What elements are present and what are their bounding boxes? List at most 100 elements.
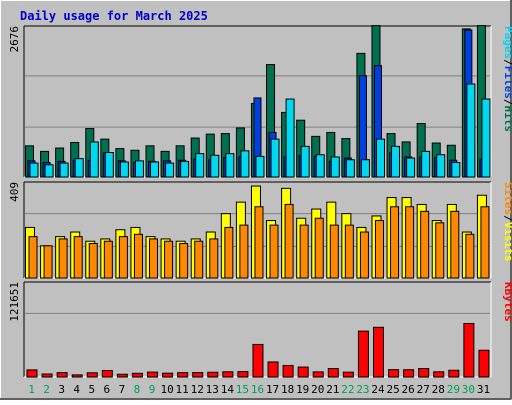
- pages-bar-day-29: [451, 162, 461, 178]
- kbytes-ymax-label: 121651: [8, 282, 21, 322]
- day-label-15: 15: [236, 383, 249, 396]
- visits-legend-part-0: Sites: [502, 182, 512, 215]
- pages-bar-day-26: [406, 157, 416, 178]
- sites-bar-day-19: [299, 224, 309, 279]
- kbytes-bar-day-3: [56, 372, 68, 378]
- kbytes-bar-day-5: [86, 372, 98, 378]
- kbytes-bar-day-4: [71, 374, 83, 378]
- sites-bar-day-9: [149, 238, 159, 279]
- kbytes-bar-day-26: [403, 369, 415, 378]
- pages-bar-day-20: [315, 154, 325, 178]
- pages-bar-day-24: [375, 138, 385, 178]
- pages-bar-day-30: [466, 83, 476, 178]
- kbytes-bar-day-2: [41, 373, 53, 378]
- sites-bar-day-24: [374, 220, 384, 279]
- day-label-7: 7: [119, 383, 126, 396]
- pages-bar-day-12: [195, 153, 205, 178]
- day-label-11: 11: [176, 383, 189, 396]
- pages-bar-day-27: [421, 150, 431, 178]
- hits-legend: Pages/Files/Hits: [502, 26, 512, 132]
- visits-ymax-label: 409: [8, 182, 21, 202]
- kbytes-bar-day-7: [116, 373, 128, 378]
- kbytes-bar-day-29: [448, 369, 460, 378]
- sites-bar-day-16: [254, 206, 264, 279]
- day-label-5: 5: [88, 383, 95, 396]
- kbytes-legend: KBytes: [502, 282, 512, 322]
- hits-legend-part-2: Files: [502, 66, 512, 99]
- kbytes-bar-day-14: [222, 371, 234, 378]
- kbytes-bar-day-24: [372, 326, 384, 378]
- pages-bar-day-25: [391, 145, 401, 178]
- day-label-2: 2: [43, 383, 50, 396]
- day-label-17: 17: [266, 383, 279, 396]
- hits-legend-part-3: /: [502, 99, 512, 106]
- day-label-9: 9: [149, 383, 156, 396]
- day-label-3: 3: [58, 383, 65, 396]
- pages-bar-day-3: [59, 162, 69, 178]
- day-label-19: 19: [296, 383, 309, 396]
- day-label-18: 18: [281, 383, 294, 396]
- kbytes-bar-day-15: [237, 371, 249, 378]
- sites-bar-day-28: [435, 222, 445, 279]
- sites-bar-day-21: [329, 224, 339, 279]
- sites-bar-day-14: [224, 226, 234, 279]
- day-label-12: 12: [191, 383, 204, 396]
- day-label-28: 28: [432, 383, 445, 396]
- sites-bar-day-5: [88, 243, 98, 279]
- pages-bar-day-21: [330, 156, 340, 178]
- kbytes-bar-day-28: [433, 371, 445, 378]
- day-label-13: 13: [206, 383, 219, 396]
- kbytes-bar-day-30: [463, 322, 475, 378]
- day-label-26: 26: [402, 383, 415, 396]
- sites-bar-day-31: [480, 206, 490, 279]
- sites-bar-day-18: [284, 203, 294, 279]
- sites-bar-day-30: [465, 233, 475, 279]
- sites-bar-day-11: [179, 243, 189, 279]
- day-label-16: 16: [251, 383, 264, 396]
- pages-bar-day-18: [285, 98, 295, 178]
- pages-bar-day-2: [44, 164, 54, 178]
- pages-bar-day-22: [345, 159, 355, 178]
- pages-bar-day-11: [180, 160, 190, 178]
- sites-bar-day-12: [194, 240, 204, 279]
- day-label-20: 20: [311, 383, 324, 396]
- pages-bar-day-10: [165, 162, 175, 178]
- pages-bar-day-31: [481, 98, 491, 178]
- pages-bar-day-6: [104, 152, 114, 178]
- sites-bar-day-25: [390, 206, 400, 279]
- kbytes-bar-day-27: [418, 368, 430, 378]
- pages-bar-day-15: [240, 150, 250, 178]
- kbytes-bar-day-16: [252, 343, 264, 378]
- pages-bar-day-23: [360, 159, 370, 178]
- visits-legend-part-1: /: [502, 215, 512, 222]
- day-label-25: 25: [386, 383, 399, 396]
- kbytes-bar-day-22: [342, 371, 354, 378]
- day-label-30: 30: [462, 383, 475, 396]
- hits-legend-part-4: Hits: [502, 106, 512, 133]
- kbytes-bar-day-10: [162, 372, 174, 378]
- sites-bar-day-26: [405, 206, 415, 279]
- visits-legend-part-2: Visits: [502, 222, 512, 262]
- kbytes-bar-day-20: [312, 371, 324, 378]
- day-label-6: 6: [104, 383, 111, 396]
- chart-title: Daily usage for March 2025: [20, 9, 208, 23]
- pages-bar-day-4: [74, 158, 84, 178]
- sites-bar-day-15: [239, 224, 249, 279]
- pages-bar-day-14: [225, 153, 235, 178]
- kbytes-bar-day-17: [267, 361, 279, 378]
- sites-bar-day-6: [103, 240, 113, 279]
- pages-bar-day-13: [210, 154, 220, 178]
- kbytes-bar-day-13: [207, 371, 219, 378]
- sites-bar-day-20: [314, 217, 324, 279]
- pages-bar-day-28: [436, 154, 446, 178]
- kbytes-bar-day-11: [177, 372, 189, 378]
- kbytes-bar-day-12: [192, 372, 204, 378]
- kbytes-bar-day-6: [101, 370, 113, 378]
- day-label-22: 22: [341, 383, 354, 396]
- sites-bar-day-8: [133, 233, 143, 279]
- pages-bar-day-7: [119, 161, 129, 178]
- day-label-4: 4: [73, 383, 80, 396]
- day-label-14: 14: [221, 383, 235, 396]
